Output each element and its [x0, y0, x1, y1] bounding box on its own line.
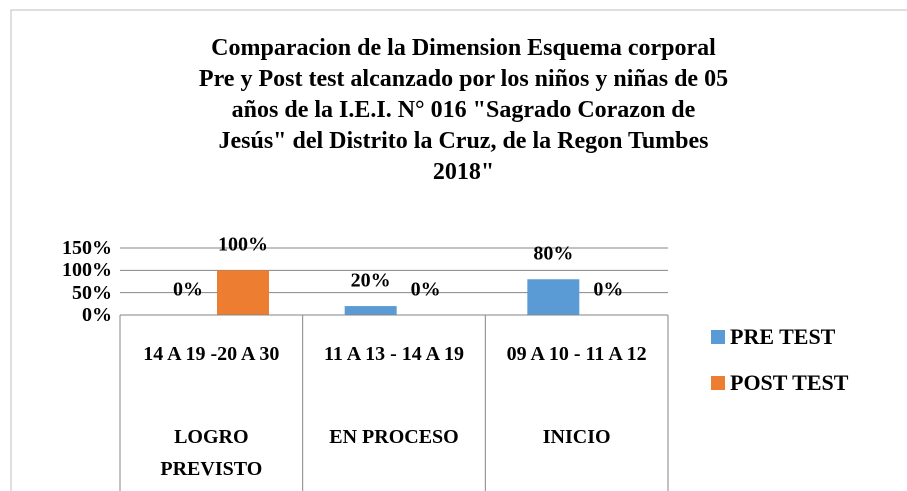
x-tick-label: 14 A 19 -20 A 30	[143, 343, 280, 365]
data-label: 80%	[533, 242, 574, 265]
legend-label: PRE TEST	[730, 324, 836, 349]
chart-title: Pre y Post test alcanzado por los niños …	[198, 66, 729, 92]
y-tick-label: 50%	[72, 281, 112, 304]
y-tick-label: 0%	[82, 304, 112, 326]
bar	[344, 306, 397, 315]
bar	[527, 279, 580, 315]
data-label: 0%	[410, 278, 441, 301]
chart-title: años de la I.E.I. N° 016 "Sagrado Corazo…	[231, 97, 696, 123]
frame	[10, 9, 907, 491]
y-tick-label: 150%	[62, 237, 112, 259]
x-group-label: LOGRO PREVISTO	[160, 426, 263, 480]
legend-label: POST TEST	[730, 370, 849, 395]
y-tick-label: 100%	[62, 259, 112, 282]
legend-swatch	[711, 330, 725, 344]
chart-title: Jesús" del Distrito la Cruz, de la Regon…	[218, 128, 709, 154]
x-tick-label: 11 A 13 - 14 A 19	[323, 343, 464, 365]
x-group-label: INICIO	[542, 426, 611, 448]
x-tick-label: 09 A 10 - 11 A 12	[506, 343, 647, 365]
data-label: 20%	[350, 269, 391, 292]
bar	[217, 270, 269, 315]
legend-swatch	[711, 376, 725, 390]
data-label: 0%	[173, 278, 203, 301]
data-label: 100%	[218, 233, 268, 256]
x-group-label: EN PROCESO	[329, 426, 459, 448]
chart-title: Comparacion de la Dimension Esquema corp…	[211, 35, 716, 61]
data-label: 0%	[593, 278, 624, 301]
chart-title: 2018"	[432, 159, 495, 185]
